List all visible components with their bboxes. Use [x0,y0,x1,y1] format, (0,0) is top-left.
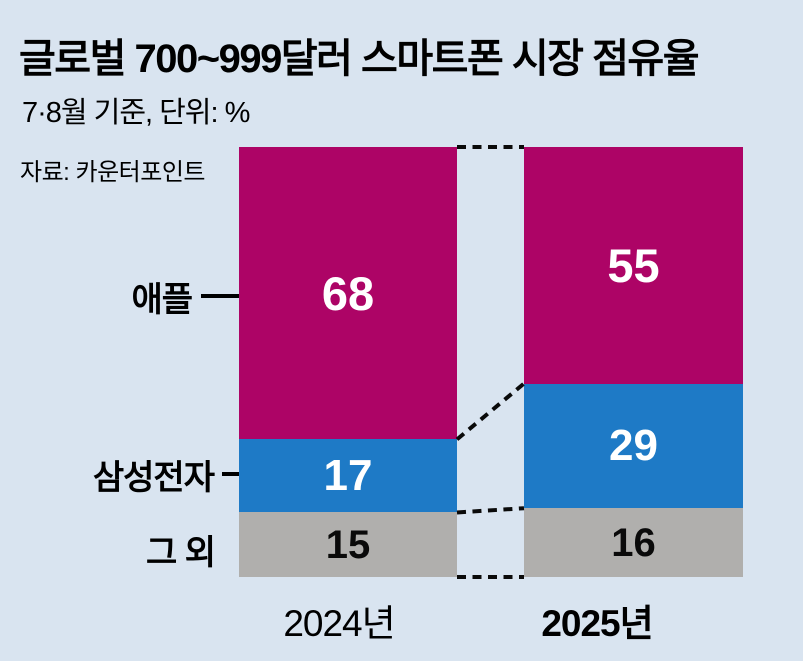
segment-apple-2025: 55 [524,147,743,384]
category-label-2024: 2024년 [239,593,439,647]
segment-apple-2024: 68 [239,147,457,439]
value-label-samsung-2025: 29 [609,424,658,468]
value-label-others-2024: 15 [326,525,371,565]
segment-others-2024: 15 [239,512,457,577]
stacked-bar-chart: 68 17 15 55 29 16 애플 삼성전자 [0,0,803,661]
series-label-others: 그 외 [0,529,239,569]
segment-samsung-2025: 29 [524,384,743,509]
category-label-2025: 2025년 [497,593,697,647]
value-label-others-2025: 16 [611,523,656,563]
bar-2024: 68 17 15 [239,147,457,577]
connector-line-1 [457,384,524,440]
segment-others-2025: 16 [524,508,743,577]
connector-line-2 [457,508,524,512]
series-label-others-text: 그 외 [146,525,215,574]
value-label-apple-2024: 68 [322,270,374,317]
infographic-page: 글로벌 700~999달러 스마트폰 시장 점유율 7·8월 기준, 단위: %… [0,0,803,661]
bar-2025: 55 29 16 [524,147,743,577]
samsung-leader-line [222,472,239,476]
series-label-samsung-text: 삼성전자 [93,450,214,499]
series-label-samsung: 삼성전자 [0,454,239,494]
series-label-apple-text: 애플 [131,272,192,321]
apple-leader-line [201,294,239,298]
value-label-apple-2025: 55 [607,242,659,289]
segment-samsung-2024: 17 [239,439,457,512]
value-label-samsung-2024: 17 [324,454,373,498]
series-label-apple: 애플 [0,276,239,316]
